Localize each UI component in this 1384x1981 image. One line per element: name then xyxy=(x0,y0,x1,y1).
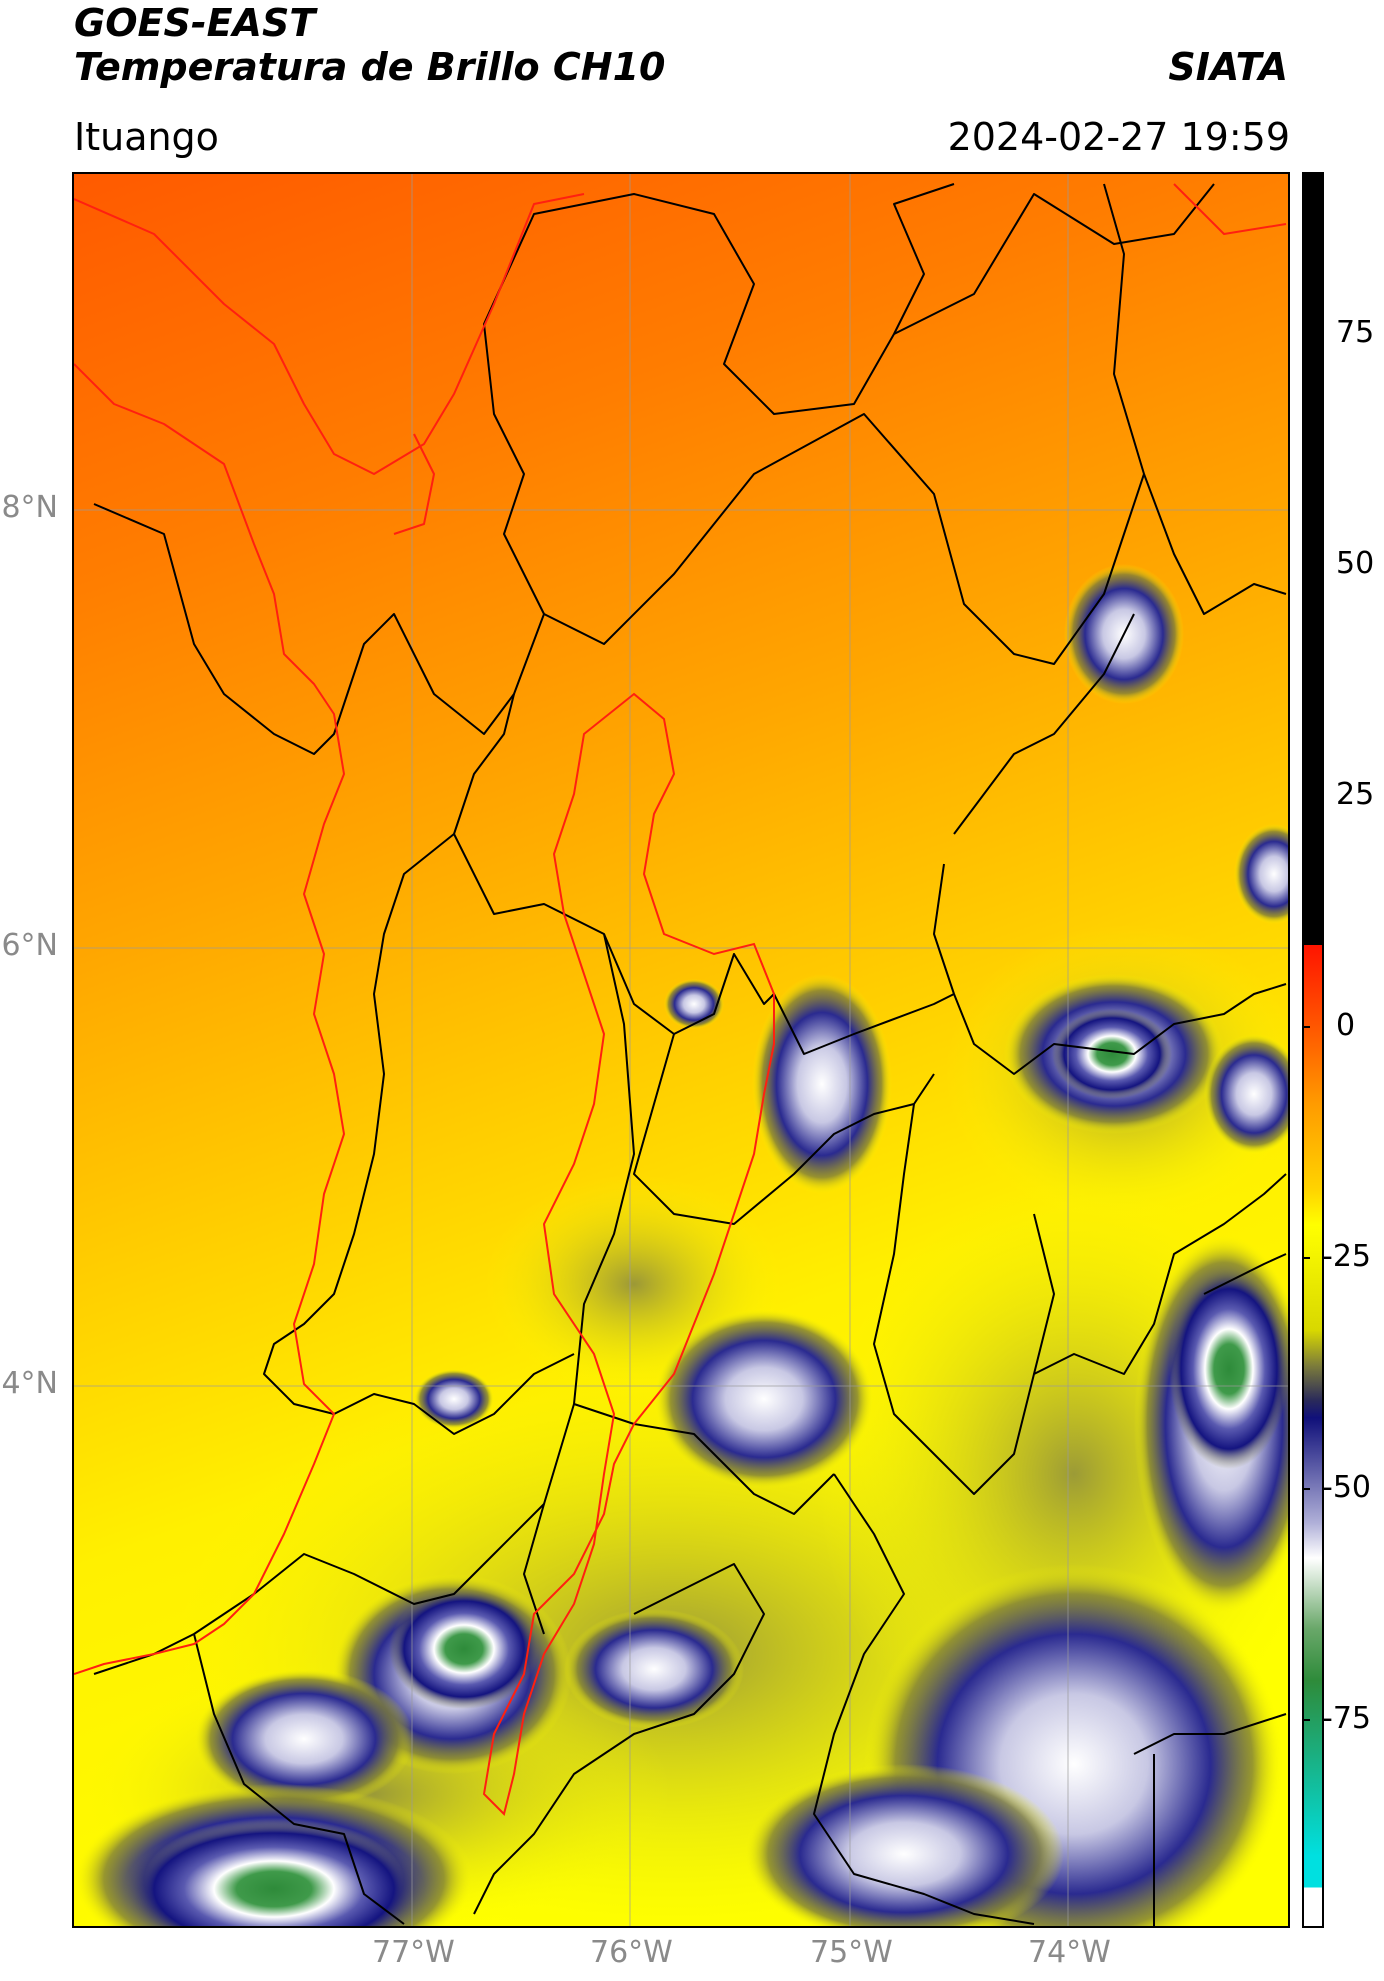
colorbar-tick-label: 50 xyxy=(1336,546,1375,581)
department-boundaries xyxy=(93,183,1287,1926)
lat-tick-label: 8°N xyxy=(1,490,58,525)
region-label: Ituango xyxy=(74,115,219,159)
convective-clouds xyxy=(74,564,1288,1926)
satellite-map xyxy=(72,172,1290,1928)
colorbar-tick-label: -25 xyxy=(1322,1239,1371,1274)
watershed-outline xyxy=(482,692,775,1816)
timestamp-label: 2024-02-27 19:59 xyxy=(947,115,1290,159)
lon-tick-label: 76°W xyxy=(590,1935,673,1970)
colorbar-tick-label: -75 xyxy=(1322,1701,1371,1736)
lon-tick-label: 77°W xyxy=(372,1935,455,1970)
satellite-title: GOES-EAST xyxy=(74,1,316,45)
map-canvas xyxy=(74,174,1288,1926)
colorbar xyxy=(1302,172,1324,1928)
colorbar-scale xyxy=(1304,174,1322,1926)
colorbar-tick-label: -50 xyxy=(1322,1470,1371,1505)
agency-label: SIATA xyxy=(1168,45,1288,89)
colorbar-tick-label: 25 xyxy=(1336,777,1375,812)
lon-tick-label: 75°W xyxy=(810,1935,893,1970)
coastline xyxy=(74,183,1287,1675)
colorbar-tick-label: 75 xyxy=(1336,315,1375,350)
lon-tick-label: 74°W xyxy=(1028,1935,1111,1970)
product-title: Temperatura de Brillo CH10 xyxy=(74,45,666,89)
colorbar-tick-label: 0 xyxy=(1336,1008,1356,1043)
lat-tick-label: 6°N xyxy=(1,928,58,963)
lat-tick-label: 4°N xyxy=(1,1366,58,1401)
